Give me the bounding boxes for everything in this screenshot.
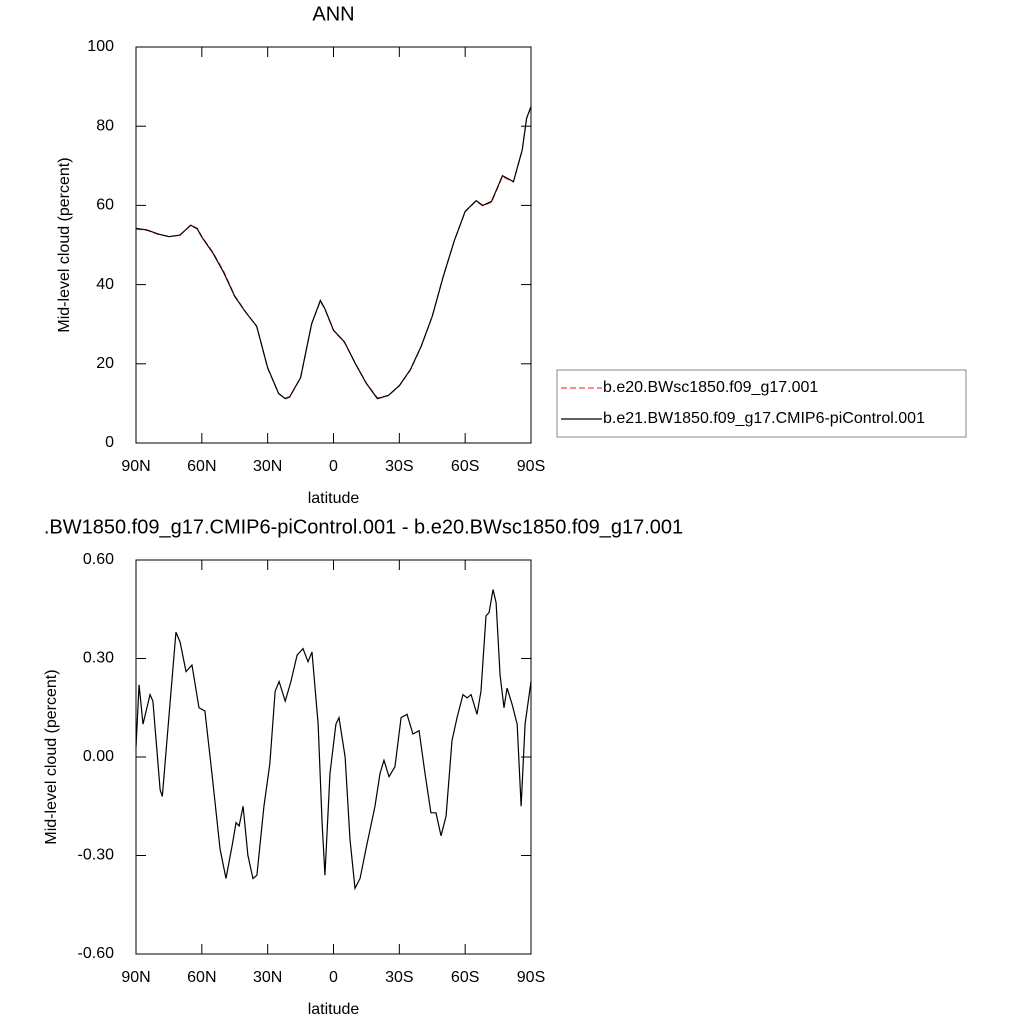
x-tick-label: 60S — [451, 969, 479, 986]
x-tick-label: 30S — [385, 458, 413, 475]
data-line — [135, 106, 532, 399]
x-tick-label: 0 — [329, 969, 338, 986]
x-tick-label: 60N — [187, 458, 216, 475]
y-tick-label: 40 — [96, 276, 114, 293]
legend-label: b.e20.BWsc1850.f09_g17.001 — [603, 379, 818, 396]
y-tick-label: 80 — [96, 117, 114, 134]
y-tick-label: -0.60 — [78, 945, 115, 962]
x-tick-label: 0 — [329, 458, 338, 475]
x-tick-label: 30N — [253, 969, 282, 986]
y-tick-label: 0.60 — [83, 551, 114, 568]
y-tick-label: 60 — [96, 197, 114, 214]
x-axis-label: latitude — [308, 490, 360, 507]
legend-box — [556, 369, 967, 438]
x-tick-label: 90S — [517, 969, 545, 986]
x-tick-label: 90S — [517, 458, 545, 475]
y-tick-label: 20 — [96, 355, 114, 372]
y-tick-label: -0.30 — [78, 847, 115, 864]
y-tick-label: 0 — [105, 434, 114, 451]
y-tick-label: 0.00 — [83, 748, 114, 765]
y-axis-label: Mid-level cloud (percent) — [43, 669, 60, 844]
plot-frame — [135, 559, 532, 955]
plot-frame — [135, 46, 532, 444]
x-tick-label: 90N — [121, 969, 150, 986]
x-tick-label: 30N — [253, 458, 282, 475]
x-tick-label: 90N — [121, 458, 150, 475]
x-axis-label: latitude — [308, 1001, 360, 1018]
y-axis-label: Mid-level cloud (percent) — [56, 157, 73, 332]
x-tick-label: 30S — [385, 969, 413, 986]
chart-title: .BW1850.f09_g17.CMIP6-piControl.001 - b.… — [44, 516, 683, 538]
x-tick-label: 60S — [451, 458, 479, 475]
x-tick-label: 60N — [187, 969, 216, 986]
chart-title: ANN — [312, 3, 354, 25]
y-tick-label: 100 — [87, 38, 114, 55]
legend-label: b.e21.BW1850.f09_g17.CMIP6-piControl.001 — [603, 410, 925, 427]
data-line — [135, 589, 532, 891]
y-tick-label: 0.30 — [83, 650, 114, 667]
data-line — [135, 106, 532, 400]
